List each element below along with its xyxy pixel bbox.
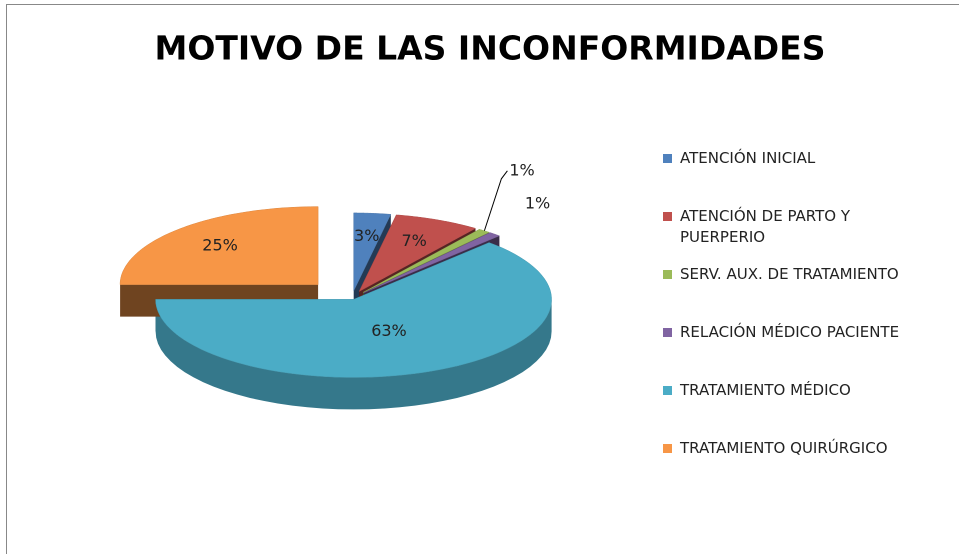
legend-item: RELACIÓN MÉDICO PACIENTE [663, 322, 953, 380]
slice [155, 242, 552, 378]
legend-label: ATENCIÓN DE PARTO Y PUERPERIO [680, 207, 851, 246]
chart-title: MOTIVO DE LAS INCONFORMIDADES [155, 29, 826, 68]
legend-item: SERV. AUX. DE TRATAMIENTO [663, 264, 953, 322]
pie-tops [119, 206, 552, 378]
data-label: 3% [354, 226, 379, 245]
legend-swatch [663, 270, 672, 279]
legend-swatch [663, 212, 672, 221]
legend-swatch [663, 154, 672, 163]
slice [119, 206, 319, 285]
slice [353, 212, 392, 292]
legend-label: ATENCIÓN INICIAL [680, 149, 816, 167]
legend-item: TRATAMIENTO MÉDICO [663, 380, 953, 438]
legend: ATENCIÓN INICIAL ATENCIÓN DE PARTO Y PUER… [663, 148, 953, 496]
chart-border [6, 4, 959, 554]
data-label: 25% [202, 236, 238, 255]
slice [362, 229, 490, 293]
legend-swatch [663, 444, 672, 453]
legend-swatch [663, 386, 672, 395]
legend-label: TRATAMIENTO QUIRÚRGICO [680, 439, 888, 457]
slice [363, 232, 500, 293]
legend-item: ATENCIÓN INICIAL [663, 148, 953, 206]
leader-line [483, 170, 508, 231]
data-label: 1% [525, 194, 550, 213]
slice-side [155, 299, 552, 410]
data-label: 63% [371, 321, 407, 340]
data-label: 1% [509, 160, 534, 179]
legend-label: RELACIÓN MÉDICO PACIENTE [680, 323, 900, 341]
legend-item: TRATAMIENTO QUIRÚRGICO [663, 438, 953, 496]
legend-item: ATENCIÓN DE PARTO Y PUERPERIO [663, 206, 953, 264]
data-label: 7% [401, 231, 426, 250]
legend-label: SERV. AUX. DE TRATAMIENTO [680, 265, 899, 283]
slice [358, 214, 477, 293]
legend-swatch [663, 328, 672, 337]
legend-label: TRATAMIENTO MÉDICO [680, 381, 851, 399]
